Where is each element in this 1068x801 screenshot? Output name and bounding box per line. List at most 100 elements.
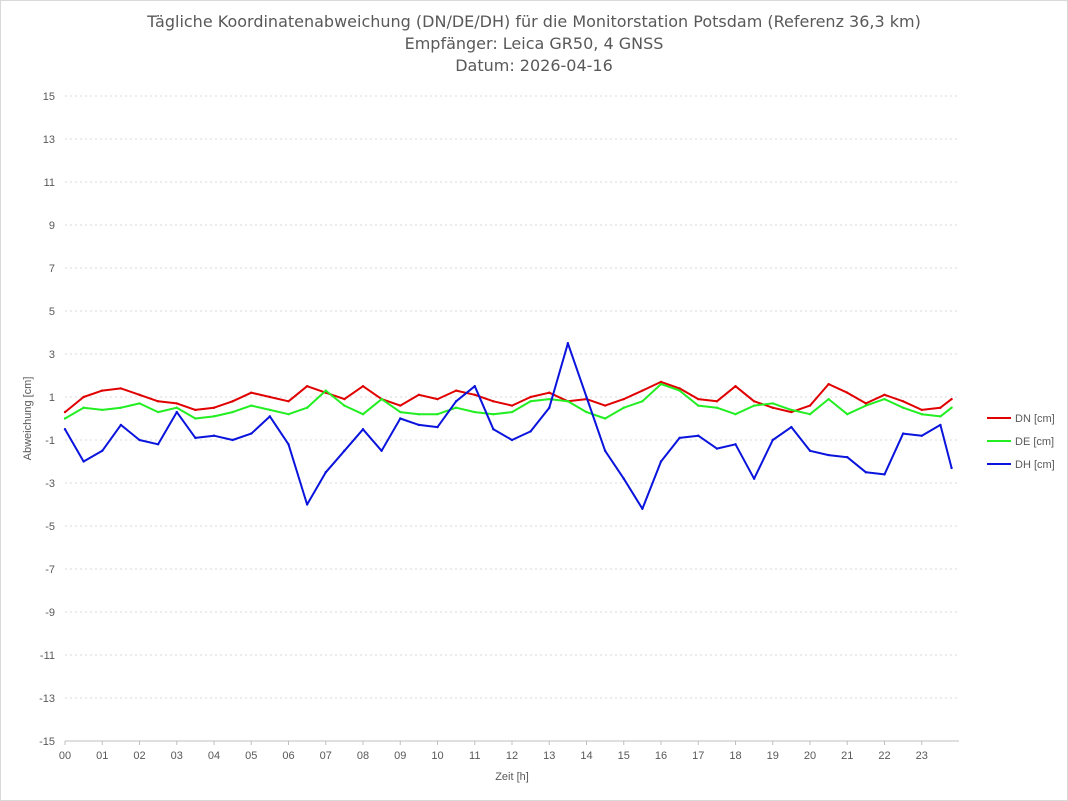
data-point (212, 415, 216, 418)
series-2 (63, 382, 953, 420)
data-point (436, 413, 439, 416)
data-point (138, 402, 141, 405)
data-point (752, 477, 756, 480)
data-point (846, 456, 849, 459)
data-point (454, 406, 458, 409)
data-point (510, 404, 514, 407)
y-tick-label: -1 (45, 435, 55, 447)
x-tick-label: 23 (916, 750, 928, 762)
data-point (454, 389, 458, 392)
x-tick-label: 11 (469, 750, 480, 762)
x-tick-label: 12 (506, 750, 518, 762)
x-tick-label: 07 (320, 750, 332, 762)
data-point (101, 389, 104, 392)
data-point (473, 385, 476, 388)
data-point (436, 397, 439, 401)
x-tick-label: 03 (171, 750, 183, 762)
data-point (305, 406, 309, 409)
data-point (250, 432, 253, 435)
data-point (920, 408, 923, 412)
data-point (268, 408, 272, 412)
data-point (603, 404, 607, 407)
data-point (808, 449, 812, 452)
data-point (901, 400, 905, 403)
series-lines (63, 342, 953, 510)
legend-label: DN [cm] (1015, 413, 1055, 425)
data-point (920, 434, 923, 437)
data-point (212, 434, 216, 437)
chart-subtitle: Empfänger: Leica GR50, 4 GNSS (404, 34, 664, 53)
x-tick-label: 05 (245, 750, 257, 762)
x-tick-label: 08 (357, 750, 369, 762)
data-point (771, 406, 774, 409)
data-point (529, 430, 532, 433)
x-tick-label: 19 (767, 750, 779, 762)
data-point (510, 410, 514, 414)
data-point (343, 397, 346, 401)
data-point (138, 393, 141, 397)
chart-title: Tägliche Koordinatenabweichung (DN/DE/DH… (147, 12, 921, 31)
legend-label: DH [cm] (1015, 459, 1055, 471)
data-point (641, 400, 644, 403)
x-tick-label: 00 (59, 750, 71, 762)
data-point (305, 503, 309, 506)
y-tick-label: 13 (43, 134, 55, 146)
data-point (864, 471, 868, 474)
data-point (82, 406, 85, 409)
data-point (63, 417, 67, 420)
data-point (343, 449, 346, 452)
data-point (566, 342, 570, 345)
data-point (399, 404, 402, 407)
y-tick-label: 15 (43, 91, 55, 103)
y-tick-label: 1 (49, 392, 55, 404)
data-point (715, 447, 719, 450)
data-point (343, 404, 346, 407)
data-point (101, 408, 104, 412)
data-point (473, 410, 476, 414)
data-point (305, 385, 309, 388)
data-point (417, 393, 421, 397)
data-point (175, 410, 178, 414)
x-tick-label: 13 (543, 750, 555, 762)
data-point (883, 473, 886, 476)
data-point (585, 395, 588, 399)
data-point (473, 393, 476, 397)
data-point (287, 413, 290, 416)
data-point (194, 408, 197, 412)
data-point (901, 432, 905, 435)
data-point (399, 417, 402, 420)
data-point (380, 449, 383, 452)
data-point (324, 389, 327, 392)
y-tick-label: -7 (45, 564, 55, 576)
x-axis: 00 01 02 03 04 05 06 07 08 09 10 11 12 13 14 15 16 17 18 19… (59, 740, 959, 762)
data-point (324, 471, 327, 474)
data-point (752, 404, 756, 407)
data-point (734, 413, 737, 416)
chart-titles: Tägliche Koordinatenabweichung (DN/DE/DH… (1, 11, 1067, 77)
x-tick-label: 18 (729, 750, 741, 762)
x-tick-label: 16 (655, 750, 667, 762)
data-point (659, 460, 663, 463)
x-tick-label: 06 (282, 750, 294, 762)
chart-date: Datum: 2026-04-16 (455, 56, 613, 75)
x-tick-label: 15 (618, 750, 630, 762)
data-point (950, 466, 953, 470)
data-point (175, 402, 178, 405)
data-point (82, 395, 85, 399)
data-point (808, 404, 812, 407)
data-point (790, 408, 793, 412)
data-point (82, 460, 85, 463)
data-point (454, 400, 458, 403)
data-point (548, 406, 551, 409)
data-point (939, 415, 942, 418)
grid-lines (65, 95, 959, 742)
data-point (250, 404, 253, 407)
data-point (790, 410, 793, 414)
data-point (697, 397, 700, 401)
data-point (156, 443, 160, 446)
data-point (529, 395, 532, 399)
data-point (808, 413, 812, 416)
data-point (771, 438, 774, 442)
